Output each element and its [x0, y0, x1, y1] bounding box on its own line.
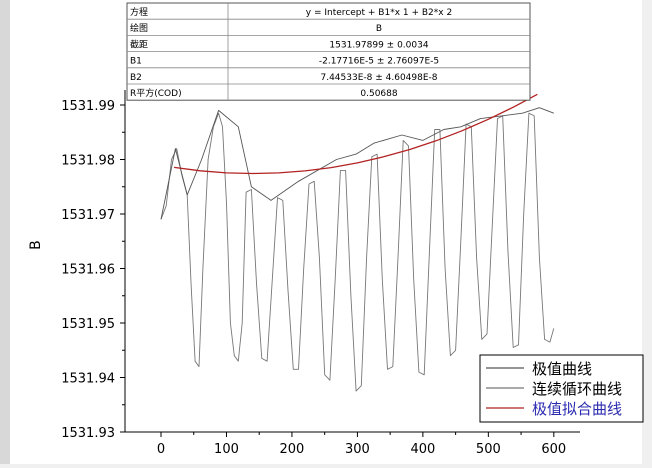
y-tick-label: 1531.93: [61, 426, 115, 441]
legend-label: 极值拟合曲线: [532, 400, 622, 418]
left-margin: [0, 0, 10, 464]
x-tick-label: 400: [410, 442, 435, 457]
stats-table-value: y = Intercept + B1*x 1 + B2*x 2: [306, 8, 452, 18]
x-tick-label: 100: [214, 442, 239, 457]
y-axis: 1531.93 1531.94 1531.95 1531.96 1531.97 1531.…: [61, 90, 126, 441]
y-tick-label: 1531.96: [61, 263, 115, 278]
stats-table: 方程 y = Intercept + B1*x 1 + B2*x 2 绘图 B 截距 15…: [126, 2, 531, 101]
x-tick-label: 500: [476, 442, 501, 457]
y-tick-label: 1531.99: [61, 99, 115, 114]
stats-table-label: 截距: [130, 38, 148, 50]
x-axis: 0 100 200 300 400 500 600: [125, 431, 580, 457]
legend-label: 极值曲线: [532, 360, 592, 378]
stats-table-value: -2.17716E-5 ± 2.76097E-5: [319, 57, 439, 67]
stats-table-label: B1: [130, 57, 142, 67]
stats-table-label: B2: [130, 73, 142, 83]
stats-table-value: B: [376, 24, 382, 34]
x-tick-label: 0: [157, 442, 165, 457]
y-tick-label: 1531.94: [61, 372, 115, 387]
y-tick-label: 1531.97: [61, 208, 115, 223]
stats-table-value: 0.50688: [360, 89, 397, 99]
x-tick-label: 600: [541, 442, 566, 457]
x-tick-label: 300: [345, 442, 370, 457]
stats-table-value: 1531.97899 ± 0.0034: [329, 40, 428, 50]
stats-table-label: 绘图: [130, 22, 148, 34]
series-layer: [160, 93, 555, 392]
y-tick-label: 1531.98: [61, 154, 115, 169]
legend-label: 连续循环曲线: [532, 380, 622, 398]
series-line-2: [174, 93, 538, 175]
series-line-1: [160, 112, 555, 392]
y-tick-label: 1531.95: [61, 317, 115, 332]
stats-table-value: 7.44533E-8 ± 4.60498E-8: [320, 73, 437, 83]
stats-table-label: R平方(COD): [130, 87, 182, 99]
x-tick-label: 200: [280, 442, 305, 457]
stats-table-label: 方程: [130, 6, 148, 18]
y-axis-label: B: [28, 240, 44, 250]
